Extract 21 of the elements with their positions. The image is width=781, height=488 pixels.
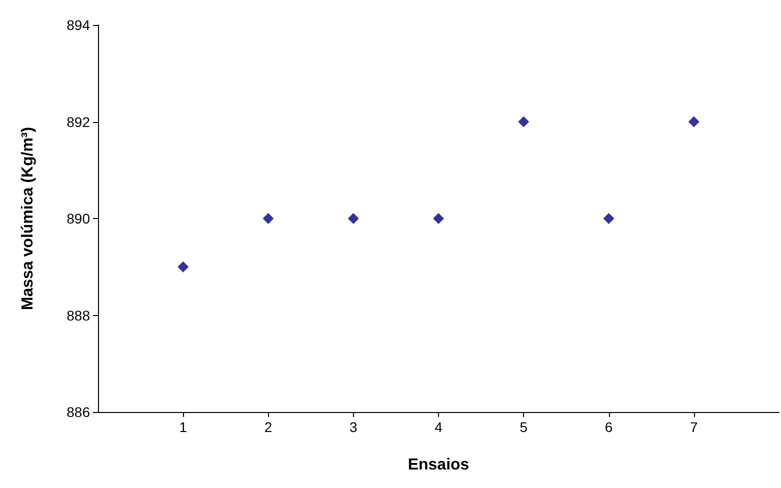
x-tick-label: 6 (604, 419, 613, 435)
point (603, 213, 614, 224)
point (518, 116, 530, 128)
point (348, 213, 359, 224)
point (178, 261, 189, 272)
x-tick-label: 3 (349, 419, 358, 435)
y-tick-label: 890 (66, 210, 90, 226)
x-tick-label: 2 (264, 419, 272, 435)
point (433, 213, 444, 224)
x-axis-title: Ensaios (408, 456, 470, 474)
x-tick-label: 4 (434, 419, 443, 435)
point (262, 213, 274, 224)
y-axis-title: Massa volúmica (Kg/m³) (20, 126, 36, 310)
y-tick-label: 892 (66, 114, 90, 130)
point (688, 116, 700, 128)
y-tick-label: 886 (66, 404, 90, 420)
y-tick-label: 888 (66, 307, 90, 324)
x-tick-label: 7 (690, 419, 698, 435)
x-tick-label: 1 (179, 419, 188, 435)
x-tick-label: 5 (520, 419, 528, 435)
y-tick-label: 894 (66, 17, 90, 33)
